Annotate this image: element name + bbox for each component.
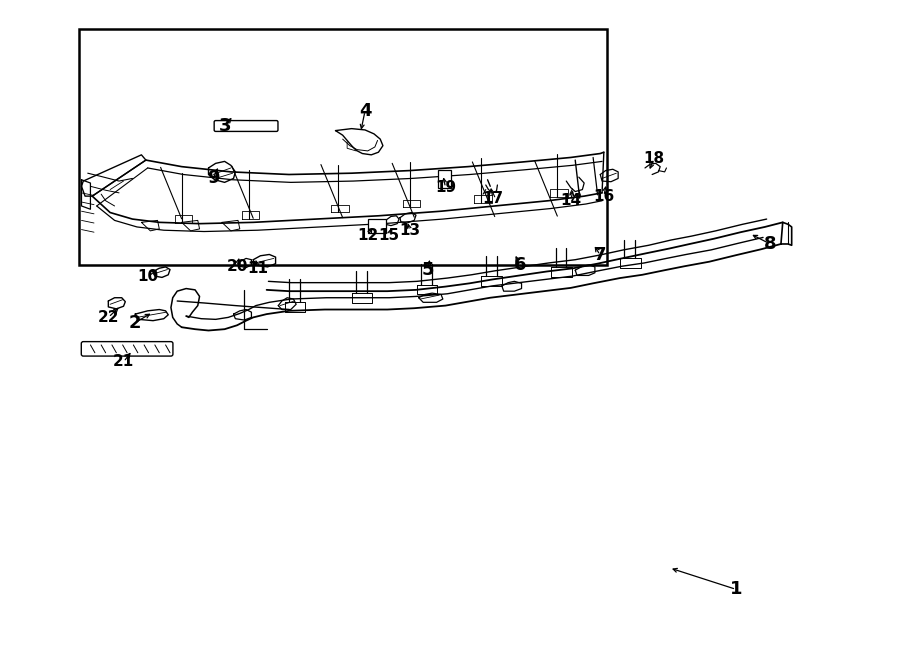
Text: 7: 7: [594, 246, 607, 264]
Text: 11: 11: [248, 260, 268, 276]
FancyBboxPatch shape: [214, 120, 278, 132]
Text: 22: 22: [97, 310, 119, 325]
Text: 8: 8: [764, 235, 777, 253]
Bar: [438, 170, 451, 188]
Text: 1: 1: [730, 580, 742, 598]
Text: 6: 6: [514, 256, 526, 274]
Text: 3: 3: [219, 117, 230, 135]
Text: 4: 4: [359, 102, 372, 120]
Text: 9: 9: [207, 169, 220, 188]
Text: 18: 18: [644, 151, 664, 167]
Text: 20: 20: [227, 258, 248, 274]
FancyBboxPatch shape: [81, 342, 173, 356]
Bar: [79, 29, 607, 265]
Text: 16: 16: [593, 188, 615, 204]
Text: 21: 21: [112, 354, 134, 369]
Text: 5: 5: [421, 261, 434, 279]
Text: 2: 2: [129, 313, 141, 332]
Text: 10: 10: [137, 269, 158, 284]
Text: 12: 12: [357, 228, 378, 243]
Text: 19: 19: [435, 180, 456, 195]
Text: 15: 15: [379, 228, 400, 243]
Text: 17: 17: [482, 190, 503, 206]
Text: 13: 13: [400, 223, 420, 239]
Text: 14: 14: [560, 193, 581, 208]
Bar: [368, 219, 385, 233]
